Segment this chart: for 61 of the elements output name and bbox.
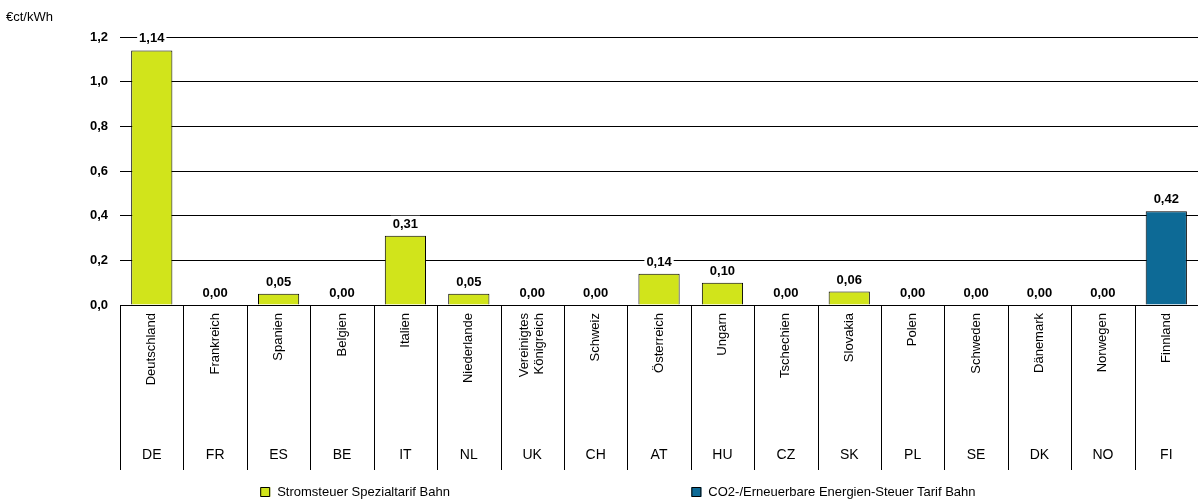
legend-label: Stromsteuer Spezialtarif Bahn <box>277 483 450 499</box>
text: DK <box>1029 445 1050 462</box>
x-tick-label: Schweiz <box>587 313 603 362</box>
data-label: 0,00 <box>900 285 926 301</box>
data-label: 0,00 <box>519 285 545 301</box>
x-tick-label: Finnland <box>1157 313 1173 363</box>
y-tick-label: 0,0 <box>89 296 109 312</box>
text: SE <box>966 445 986 462</box>
x-tick-label: Dänemark <box>1031 312 1047 373</box>
data-label: 0,00 <box>963 285 989 301</box>
data-label: 0,05 <box>265 273 292 289</box>
text: BE <box>332 445 352 462</box>
text: PL <box>904 445 922 462</box>
y-tick-label: 0,2 <box>89 251 109 267</box>
x-tick-label: Deutschland <box>143 313 159 386</box>
data-label: 0,00 <box>582 285 609 301</box>
y-tick-label: 1,0 <box>89 73 109 89</box>
text: DE <box>142 445 162 462</box>
text: IT <box>399 445 413 462</box>
legend-label: CO2-/Erneuerbare Energien-Steuer Tarif Bahn <box>708 483 976 499</box>
data-label: 0,14 <box>646 253 673 269</box>
x-tick-label: Vereinigtes Königreich <box>516 312 547 378</box>
text: CH <box>585 445 606 462</box>
text: HU <box>712 445 733 462</box>
data-label: 0,05 <box>456 273 482 289</box>
x-tick-label: Polen <box>904 313 920 347</box>
text: UK <box>522 445 543 462</box>
text: FI <box>1160 445 1173 462</box>
text: AT <box>650 445 668 462</box>
x-tick-label: Frankreich <box>206 313 222 375</box>
data-label: 0,31 <box>392 215 419 231</box>
y-axis-title: €ct/kWh <box>6 8 53 24</box>
x-tick-label: Spanien <box>270 313 286 361</box>
data-label: 0,42 <box>1153 191 1179 207</box>
x-tick-label: Niederlande <box>460 313 476 384</box>
x-tick-label: Slovakia <box>840 312 856 363</box>
x-tick-label: Italien <box>396 313 412 348</box>
y-tick-label: 0,6 <box>89 162 109 178</box>
data-label: 0,00 <box>329 285 355 301</box>
x-tick-label: Ungarn <box>714 313 730 356</box>
data-label: 0,00 <box>1026 285 1053 301</box>
x-tick-label: Tschechien <box>777 313 793 379</box>
x-tick-label: Schweden <box>967 313 983 374</box>
data-label: 0,06 <box>836 271 862 287</box>
y-tick-label: 1,2 <box>89 28 109 44</box>
data-label: 0,10 <box>709 262 736 278</box>
x-tick-label: Belgien <box>333 313 349 357</box>
data-label: 0,00 <box>773 285 799 301</box>
text: ES <box>269 445 288 462</box>
data-label: 0,00 <box>1090 285 1116 301</box>
data-label: 1,14 <box>139 30 166 46</box>
text: CZ <box>776 445 796 462</box>
text: SK <box>839 445 860 462</box>
text: NL <box>459 445 478 462</box>
data-label: 0,00 <box>202 285 228 301</box>
x-tick-label: Norwegen <box>1094 313 1110 373</box>
text: FR <box>205 445 225 462</box>
x-tick-label: Österreich <box>650 313 666 373</box>
text: NO <box>1092 445 1114 462</box>
y-tick-label: 0,4 <box>89 207 109 223</box>
y-tick-label: 0,8 <box>89 117 109 133</box>
